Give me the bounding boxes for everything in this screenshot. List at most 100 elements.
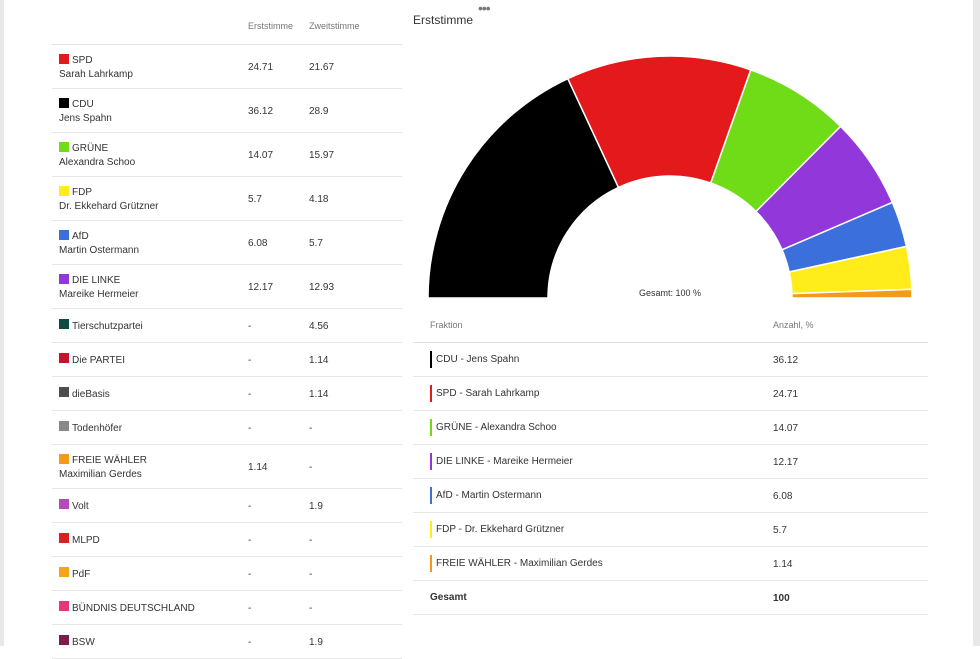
- erststimme-value: -: [248, 535, 252, 546]
- party-name: GRÜNE: [72, 143, 109, 154]
- erststimme-value: -: [248, 637, 252, 648]
- zweitstimme-value: 12.93: [309, 282, 335, 293]
- column-header-fraktion: Fraktion: [430, 320, 463, 330]
- fraktion-value: 1.14: [773, 559, 793, 570]
- party-color-swatch: [59, 635, 69, 645]
- fraktion-label: SPD - Sarah Lahrkamp: [436, 388, 540, 399]
- candidate-name: Mareike Hermeier: [59, 289, 139, 300]
- chart-slice[interactable]: [788, 245, 913, 295]
- party-name: CDU: [72, 99, 94, 110]
- chart-slice[interactable]: [709, 68, 842, 213]
- table-row: DIE LINKE - Mareike Hermeier 12.17: [413, 445, 928, 479]
- legend-color-bar: [430, 351, 432, 368]
- total-label: Gesamt: [430, 592, 467, 603]
- zweitstimme-value: 1.14: [309, 355, 329, 366]
- table-row: BSW - 1.9: [52, 625, 402, 659]
- zweitstimme-value: 15.97: [309, 150, 335, 161]
- fraktion-value: 24.71: [773, 389, 799, 400]
- erststimme-value: -: [248, 501, 252, 512]
- zweitstimme-value: 5.7: [309, 238, 323, 249]
- chart-slice[interactable]: [781, 201, 908, 273]
- party-color-swatch: [59, 353, 69, 363]
- chart-slice[interactable]: [754, 125, 894, 251]
- erststimme-value: 24.71: [248, 62, 274, 73]
- candidate-name: Martin Ostermann: [59, 245, 140, 256]
- zweitstimme-value: 28.9: [309, 106, 329, 117]
- chart-slice[interactable]: [427, 77, 620, 299]
- party-color-swatch: [59, 274, 69, 284]
- erststimme-value: -: [248, 321, 252, 332]
- zweitstimme-value: 21.67: [309, 62, 335, 73]
- zweitstimme-value: -: [309, 535, 313, 546]
- erststimme-value: 36.12: [248, 106, 274, 117]
- legend-color-bar: [430, 487, 432, 504]
- table-row: CDU Jens Spahn 36.12 28.9: [52, 89, 402, 133]
- zweitstimme-value: 1.9: [309, 501, 323, 512]
- table-row: MLPD - -: [52, 523, 402, 557]
- party-name: PdF: [72, 569, 91, 580]
- zweitstimme-value: -: [309, 423, 313, 434]
- party-color-swatch: [59, 230, 69, 240]
- table-row: FDP - Dr. Ekkehard Grützner 5.7: [413, 513, 928, 547]
- column-header-zweitstimme: Zweitstimme: [309, 21, 360, 31]
- table-row: Tierschutzpartei - 4.56: [52, 309, 402, 343]
- party-name: SPD: [72, 55, 93, 66]
- party-name: FREIE WÄHLER: [72, 455, 148, 466]
- candidate-name: Sarah Lahrkamp: [59, 69, 133, 80]
- fraktion-label: FREIE WÄHLER - Maximilian Gerdes: [436, 558, 603, 569]
- zweitstimme-value: -: [309, 603, 313, 614]
- table-row: dieBasis - 1.14: [52, 377, 402, 411]
- party-name: Volt: [72, 501, 89, 512]
- party-color-swatch: [59, 499, 69, 509]
- zweitstimme-value: -: [309, 462, 313, 473]
- party-color-swatch: [59, 319, 69, 329]
- erststimme-value: 12.17: [248, 282, 274, 293]
- party-color-swatch: [59, 421, 69, 431]
- zweitstimme-value: 4.56: [309, 321, 329, 332]
- fraktion-value: 12.17: [773, 457, 799, 468]
- frame-right-border: [973, 0, 980, 646]
- legend-color-bar: [430, 385, 432, 402]
- erststimme-value: 6.08: [248, 238, 268, 249]
- chart-slice[interactable]: [566, 55, 752, 189]
- fraktion-label: AfD - Martin Ostermann: [436, 490, 542, 501]
- table-row: AfD - Martin Ostermann 6.08: [413, 479, 928, 513]
- chart-slice[interactable]: [791, 288, 913, 299]
- party-name: Todenhöfer: [72, 423, 123, 434]
- table-row: FREIE WÄHLER - Maximilian Gerdes 1.14: [413, 547, 928, 581]
- fraktion-value: 14.07: [773, 423, 799, 434]
- erststimme-value: 14.07: [248, 150, 274, 161]
- table-row: Die PARTEI - 1.14: [52, 343, 402, 377]
- party-name: FDP: [72, 187, 92, 198]
- results-table-header: Erststimme Zweitstimme: [52, 0, 402, 45]
- candidate-name: Maximilian Gerdes: [59, 469, 142, 480]
- candidate-name: Jens Spahn: [59, 113, 112, 124]
- fraktion-value: 5.7: [773, 525, 787, 536]
- party-color-swatch: [59, 186, 69, 196]
- more-dots-icon[interactable]: •••: [478, 0, 491, 16]
- legend-color-bar: [430, 453, 432, 470]
- party-name: Die PARTEI: [72, 355, 125, 366]
- table-row: Volt - 1.9: [52, 489, 402, 523]
- fraktion-label: CDU - Jens Spahn: [436, 354, 520, 365]
- erststimme-value: 1.14: [248, 462, 268, 473]
- party-color-swatch: [59, 54, 69, 64]
- zweitstimme-value: 1.9: [309, 637, 323, 648]
- table-row: FDP Dr. Ekkehard Grützner 5.7 4.18: [52, 177, 402, 221]
- table-row: GRÜNE - Alexandra Schoo 14.07: [413, 411, 928, 445]
- erststimme-value: -: [248, 603, 252, 614]
- fraktion-table: Fraktion Anzahl, % CDU - Jens Spahn 36.12…: [413, 308, 928, 615]
- table-row: Todenhöfer - -: [52, 411, 402, 445]
- party-color-swatch: [59, 387, 69, 397]
- erststimme-value: -: [248, 389, 252, 400]
- fraktion-label: DIE LINKE - Mareike Hermeier: [436, 456, 573, 467]
- zweitstimme-value: 1.14: [309, 389, 329, 400]
- table-row: FREIE WÄHLER Maximilian Gerdes 1.14 -: [52, 445, 402, 489]
- table-row: PdF - -: [52, 557, 402, 591]
- party-color-swatch: [59, 533, 69, 543]
- erststimme-value: -: [248, 423, 252, 434]
- legend-color-bar: [430, 521, 432, 538]
- zweitstimme-value: 4.18: [309, 194, 329, 205]
- legend-color-bar: [430, 555, 432, 572]
- fraktion-label: GRÜNE - Alexandra Schoo: [436, 422, 557, 433]
